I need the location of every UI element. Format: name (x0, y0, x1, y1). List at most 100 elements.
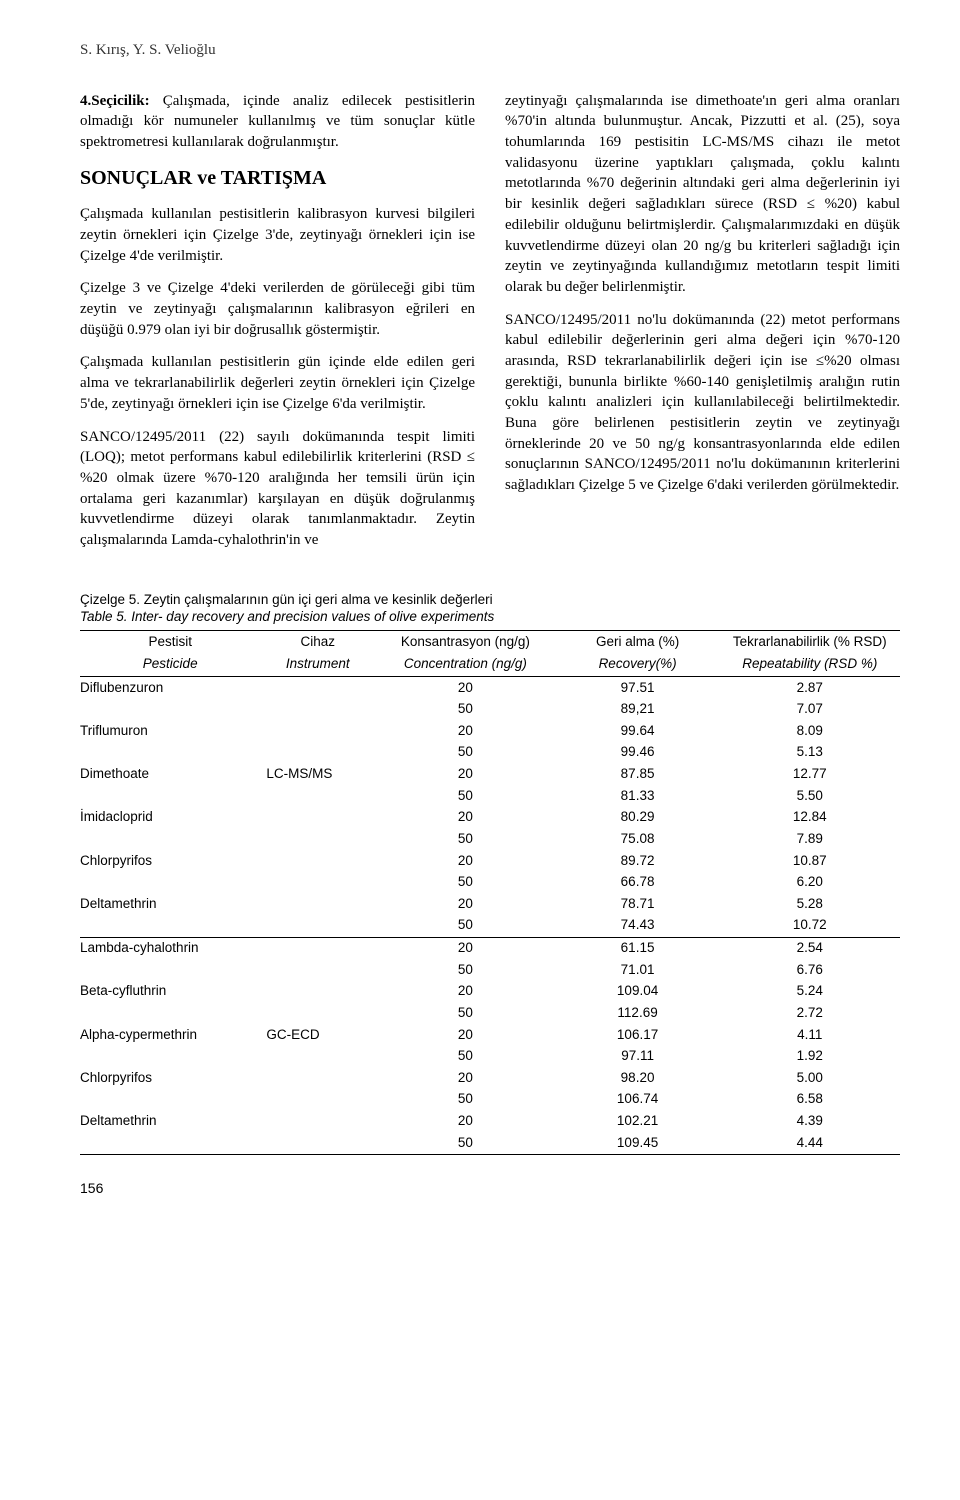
table-row: Chlorpyrifos2098.205.00 (80, 1067, 900, 1089)
table-cell: LC-MS/MS (260, 764, 375, 786)
table-row: İmidacloprid2080.2912.84 (80, 807, 900, 829)
table-cell: 50 (375, 1002, 555, 1024)
table-cell: 20 (375, 1111, 555, 1133)
table-cell: 99.46 (556, 742, 720, 764)
table-cell: 109.45 (556, 1132, 720, 1154)
table-cell: Deltamethrin (80, 893, 260, 915)
table-cell: 80.29 (556, 807, 720, 829)
table-row: 5089,217.07 (80, 699, 900, 721)
paragraph-text: Çizelge 3 ve Çizelge 4'deki verilerden d… (80, 278, 475, 340)
table-cell: 5.13 (720, 742, 900, 764)
table-cell: Lambda-cyhalothrin (80, 937, 260, 959)
paragraph-text: Çalışmada kullanılan pestisitlerin gün i… (80, 352, 475, 414)
table-row: 5066.786.20 (80, 872, 900, 894)
table-cell (260, 915, 375, 937)
table-cell (80, 699, 260, 721)
table-cell (260, 828, 375, 850)
table-cell: 20 (375, 807, 555, 829)
table-cell (260, 959, 375, 981)
table-cell: 50 (375, 1132, 555, 1154)
table-row: Deltamethrin20102.214.39 (80, 1111, 900, 1133)
table-cell: 2.72 (720, 1002, 900, 1024)
section-title: SONUÇLAR ve TARTIŞMA (80, 165, 475, 193)
table-cell: Beta-cyfluthrin (80, 981, 260, 1003)
table-cell: 98.20 (556, 1067, 720, 1089)
table-cell: 66.78 (556, 872, 720, 894)
table-cell: 50 (375, 699, 555, 721)
table-row: Chlorpyrifos2089.7210.87 (80, 850, 900, 872)
table-cell: Chlorpyrifos (80, 1067, 260, 1089)
data-table: PestisitCihazKonsantrasyon (ng/g)Geri al… (80, 630, 900, 1155)
table-cell (80, 828, 260, 850)
table-column-header: Konsantrasyon (ng/g) (375, 630, 555, 653)
table-cell: 12.77 (720, 764, 900, 786)
table-cell: 20 (375, 850, 555, 872)
table-cell (80, 1046, 260, 1068)
table-cell: 20 (375, 1024, 555, 1046)
table-column-header: Cihaz (260, 630, 375, 653)
table-cell: 20 (375, 720, 555, 742)
table-cell: 50 (375, 1089, 555, 1111)
table-cell: 12.84 (720, 807, 900, 829)
table-cell: 10.72 (720, 915, 900, 937)
table-row: 50112.692.72 (80, 1002, 900, 1024)
table-cell: 20 (375, 677, 555, 699)
table-cell: Triflumuron (80, 720, 260, 742)
table-cell (80, 959, 260, 981)
table-cell (260, 893, 375, 915)
table-cell: 20 (375, 937, 555, 959)
table-cell: 89.72 (556, 850, 720, 872)
table-row: 50106.746.58 (80, 1089, 900, 1111)
paragraph-text: Çalışmada kullanılan pestisitlerin kalib… (80, 204, 475, 266)
table-cell: 4.11 (720, 1024, 900, 1046)
paragraph-text: SANCO/12495/2011 (22) sayılı dokümanında… (80, 427, 475, 551)
table-cell (260, 872, 375, 894)
table-column-header: Geri alma (%) (556, 630, 720, 653)
table-cell (260, 699, 375, 721)
table-cell: 102.21 (556, 1111, 720, 1133)
table-cell (260, 1111, 375, 1133)
table-cell (80, 872, 260, 894)
table-row: Alpha-cypermethrinGC-ECD20106.174.11 (80, 1024, 900, 1046)
table-row: 50109.454.44 (80, 1132, 900, 1154)
table-column-subheader: Concentration (ng/g) (375, 653, 555, 676)
table-cell: 50 (375, 785, 555, 807)
table-cell: 20 (375, 764, 555, 786)
table-cell: 99.64 (556, 720, 720, 742)
table-cell: 78.71 (556, 893, 720, 915)
right-column: zeytinyağı çalışmalarında ise dimethoate… (505, 91, 900, 563)
table-cell: 50 (375, 1046, 555, 1068)
table-row: 5075.087.89 (80, 828, 900, 850)
table-caption: Çizelge 5. Zeytin çalışmalarının gün içi… (80, 591, 900, 626)
table-cell: 20 (375, 893, 555, 915)
paragraph-text: zeytinyağı çalışmalarında ise dimethoate… (505, 91, 900, 298)
table-cell: 87.85 (556, 764, 720, 786)
table-column-header: Tekrarlanabilirlik (% RSD) (720, 630, 900, 653)
table-cell: 5.28 (720, 893, 900, 915)
table-cell: 6.20 (720, 872, 900, 894)
table-cell: 97.51 (556, 677, 720, 699)
page-number: 156 (80, 1179, 900, 1198)
table-cell: 61.15 (556, 937, 720, 959)
table-cell (260, 1132, 375, 1154)
table-cell: 81.33 (556, 785, 720, 807)
table-cell: 97.11 (556, 1046, 720, 1068)
table-cell (80, 785, 260, 807)
table-cell: 89,21 (556, 699, 720, 721)
table-cell (80, 915, 260, 937)
table-row: 5071.016.76 (80, 959, 900, 981)
table-cell: 5.50 (720, 785, 900, 807)
table-row: Deltamethrin 2078.715.28 (80, 893, 900, 915)
table-cell (260, 850, 375, 872)
table-cell: GC-ECD (260, 1024, 375, 1046)
table-row: Lambda-cyhalothrin2061.152.54 (80, 937, 900, 959)
table-cell: 112.69 (556, 1002, 720, 1024)
table-cell: 50 (375, 828, 555, 850)
table-row: 5081.335.50 (80, 785, 900, 807)
table-cell: 106.17 (556, 1024, 720, 1046)
table-cell (260, 677, 375, 699)
table-cell: 20 (375, 1067, 555, 1089)
table-cell: 8.09 (720, 720, 900, 742)
table-cell (260, 720, 375, 742)
table-cell: Alpha-cypermethrin (80, 1024, 260, 1046)
